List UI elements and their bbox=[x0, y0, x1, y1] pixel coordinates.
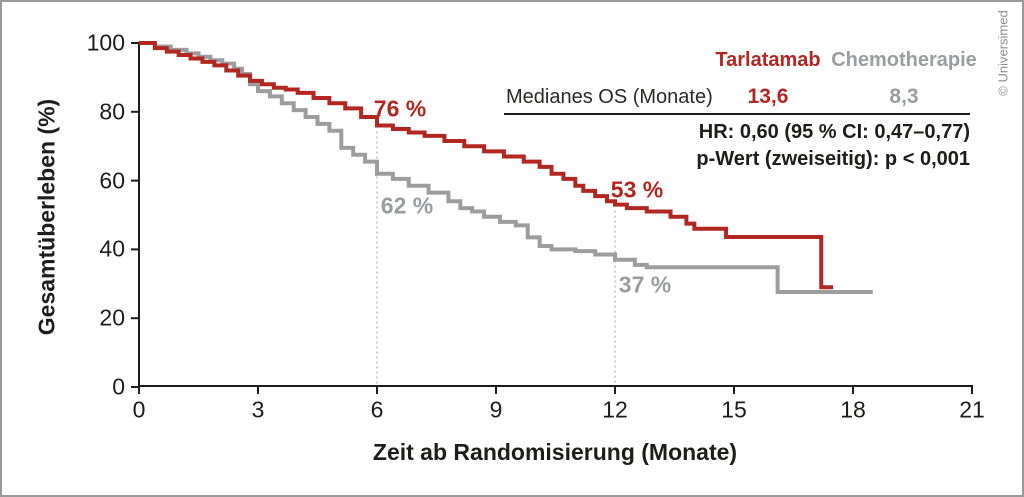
median-os-value-tarlatamab: 13,6 bbox=[747, 85, 789, 108]
y-tick-label: 100 bbox=[86, 29, 125, 56]
legend-header-tarlatamab: Tarlatamab bbox=[715, 49, 821, 71]
hazard-ratio-text: HR: 0,60 (95 % CI: 0,47–0,77) bbox=[698, 121, 970, 143]
survival-label-tarlatamab-12mo: 53 % bbox=[610, 176, 664, 203]
x-tick-label: 6 bbox=[370, 396, 384, 423]
survival-label-tarlatamab-6mo: 76 % bbox=[373, 95, 427, 122]
x-tick-label: 3 bbox=[251, 396, 265, 423]
tarlatamab-curve bbox=[139, 41, 834, 290]
chemotherapie-curve bbox=[139, 41, 873, 295]
legend-header-chemotherapie: Chemotherapie bbox=[831, 49, 977, 71]
survival-label-chemotherapie-6mo: 62 % bbox=[380, 192, 434, 219]
y-axis-title: Gesamtüberleben (%) bbox=[33, 98, 60, 336]
survival-label-chemotherapie-12mo: 37 % bbox=[618, 271, 672, 298]
x-tick-label: 9 bbox=[489, 396, 503, 423]
y-tick-label: 60 bbox=[99, 167, 125, 194]
legend-table-rule bbox=[504, 113, 970, 115]
x-tick-label: 0 bbox=[132, 396, 146, 423]
x-tick-label: 15 bbox=[721, 396, 747, 423]
y-tick-label: 0 bbox=[112, 373, 125, 400]
p-value-text: p-Wert (zweiseitig): p < 0,001 bbox=[696, 148, 970, 170]
x-axis-title: Zeit ab Randomisierung (Monate) bbox=[372, 439, 738, 465]
universimed-watermark: © Universimed bbox=[995, 10, 1011, 96]
y-tick-label: 40 bbox=[99, 235, 125, 262]
y-tick-label: 20 bbox=[99, 304, 125, 331]
median-os-value-chemotherapie: 8,3 bbox=[889, 85, 919, 108]
x-tick-label: 21 bbox=[959, 396, 985, 423]
x-tick-label: 18 bbox=[840, 396, 866, 423]
x-tick-label: 12 bbox=[602, 396, 628, 423]
y-tick-label: 80 bbox=[99, 98, 125, 125]
median-os-row-label: Medianes OS (Monate) bbox=[506, 86, 713, 108]
